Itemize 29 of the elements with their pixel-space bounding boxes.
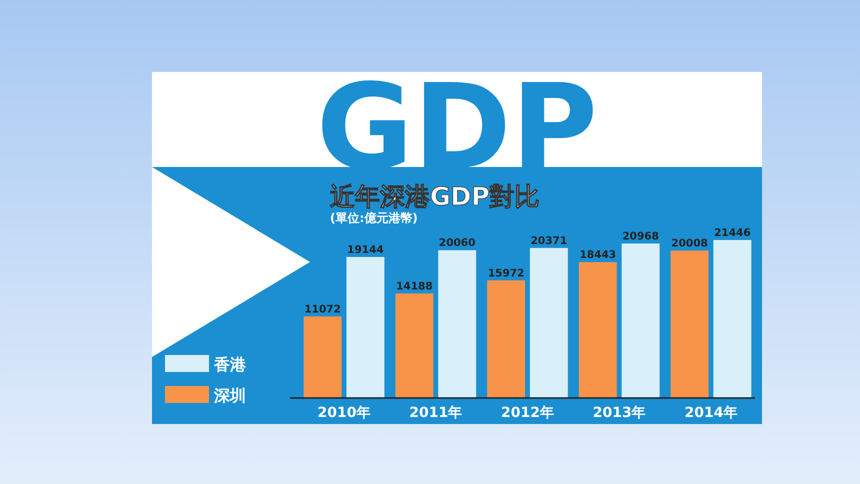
data-label: 20371: [530, 234, 568, 247]
bar: [304, 316, 342, 398]
data-label: 20008: [671, 238, 708, 250]
chart-title: 近年深港GDP對比: [330, 182, 540, 211]
bar: [395, 293, 434, 398]
bar: [713, 240, 752, 398]
bar: [578, 262, 617, 398]
data-label: 15972: [488, 267, 524, 280]
data-label: 19144: [347, 244, 384, 256]
x-tick-label: 2014年: [684, 405, 738, 421]
data-label: 20968: [622, 230, 659, 243]
bar: [530, 248, 568, 398]
chart-subtitle: (單位:億元港幣): [330, 211, 418, 225]
x-tick-label: 2010年: [318, 405, 371, 421]
legend-label: 香港: [213, 355, 247, 374]
legend-label: 深圳: [213, 386, 246, 405]
x-tick-label: 2011年: [409, 405, 462, 421]
data-label: 20060: [438, 237, 476, 250]
bar: [487, 280, 526, 398]
bar: [438, 250, 476, 398]
bar: [670, 250, 709, 398]
data-label: 14188: [396, 280, 433, 292]
bar: [346, 256, 384, 398]
data-label: 21446: [714, 227, 751, 239]
x-tick-label: 2013年: [592, 405, 646, 421]
x-tick-label: 2012年: [501, 405, 554, 421]
bar: [622, 244, 660, 398]
data-label: 11072: [304, 303, 341, 316]
data-label: 18443: [580, 249, 616, 262]
